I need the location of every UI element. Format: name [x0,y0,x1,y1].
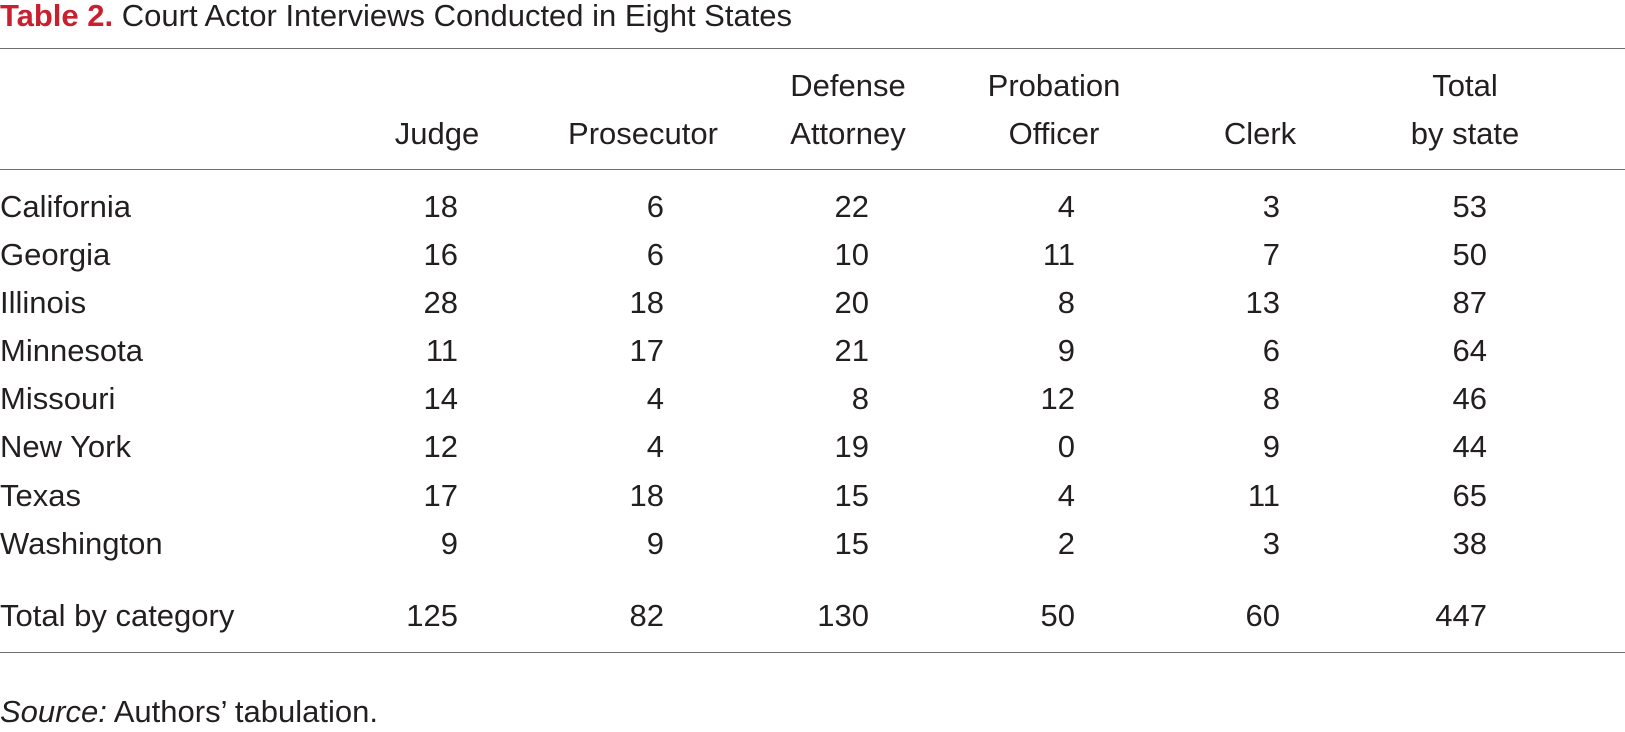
table-cell: 14 [423,381,458,416]
total-cell: 82 [629,598,664,633]
table-cell: 2 [1057,526,1075,561]
table-cell: 15 [834,478,869,513]
table-cell: 13 [1245,285,1280,320]
total-cell: 125 [406,598,458,633]
total-cell: 60 [1245,598,1280,633]
table-cell: 12 [423,429,458,464]
row-state-label: Washington [0,526,163,561]
table-cell: 4 [1057,478,1075,513]
column-header-clerk-line2: Clerk [1223,116,1297,151]
table-cell: 22 [834,189,869,224]
table-cell: 38 [1452,526,1487,561]
table-cell: 50 [1452,237,1487,272]
row-state-label: Missouri [0,381,116,416]
table-cell: 18 [629,478,664,513]
total-cell: 50 [1040,598,1075,633]
column-header-prosecutor-line2: Prosecutor [568,116,718,151]
source-label: Source: [0,694,107,729]
column-header-judge-line2: Judge [394,116,480,151]
table-cell: 3 [1262,189,1280,224]
table-cell: 28 [423,285,458,320]
table-cell: 4 [646,381,664,416]
table-cell: 12 [1040,381,1075,416]
header-rule [0,169,1625,170]
table-cell: 15 [834,526,869,561]
column-header-probation-officer-line2: Officer [1008,116,1100,151]
table-cell: 46 [1452,381,1487,416]
total-cell: 130 [817,598,869,633]
table-cell: 16 [423,237,458,272]
table-cell: 0 [1057,429,1075,464]
source-text: Authors’ tabulation. [113,694,378,729]
table-cell: 44 [1452,429,1487,464]
table-cell: 87 [1452,285,1487,320]
table-cell: 65 [1452,478,1487,513]
table-cell: 8 [1262,381,1280,416]
table-cell: 8 [851,381,869,416]
row-state-label: California [0,189,131,224]
table-cell: 6 [646,237,664,272]
total-row-label: Total by category [0,598,235,633]
table-cell: 9 [646,526,664,561]
column-header-defense-attorney-line2: Attorney [790,116,906,151]
table-cell: 20 [834,285,869,320]
column-header-total-by-state-line2: by state [1410,116,1520,151]
table-cell: 3 [1262,526,1280,561]
table-caption: Court Actor Interviews Conducted in Eigh… [121,0,793,33]
row-state-label: Georgia [0,237,111,272]
table-title: Table 2. Court Actor Interviews Conducte… [0,0,792,36]
column-header-defense-attorney-line1: Defense [790,68,906,103]
table-cell: 21 [834,333,869,368]
table-cell: 9 [440,526,458,561]
table-cell: 18 [629,285,664,320]
table-cell: 9 [1057,333,1075,368]
top-rule [0,48,1625,49]
column-header-probation-officer-line1: Probation [987,68,1121,103]
table-cell: 6 [646,189,664,224]
total-cell: 447 [1435,598,1487,633]
table-cell: 6 [1262,333,1280,368]
table-cell: 17 [629,333,664,368]
table-cell: 8 [1057,285,1075,320]
row-state-label: Minnesota [0,333,144,368]
table-cell: 10 [834,237,869,272]
table-cell: 7 [1262,237,1280,272]
table-cell: 11 [1247,478,1280,513]
table-source-note: Source: Authors’ tabulation. [0,692,378,732]
table-cell: 64 [1452,333,1487,368]
table-cell: 9 [1262,429,1280,464]
table-number-label: Table 2. [0,0,114,33]
bottom-rule [0,652,1625,653]
table-cell: 11 [1042,237,1075,272]
table-cell: 17 [423,478,458,513]
table-cell: 4 [646,429,664,464]
row-state-label: New York [0,429,131,464]
table-cell: 18 [423,189,458,224]
row-state-label: Illinois [0,285,87,320]
table-cell: 53 [1452,189,1487,224]
table-cell: 19 [834,429,869,464]
table-cell: 4 [1057,189,1075,224]
row-state-label: Texas [0,478,81,513]
table-cell: 11 [425,333,458,368]
column-header-total-by-state-line1: Total [1432,68,1498,103]
